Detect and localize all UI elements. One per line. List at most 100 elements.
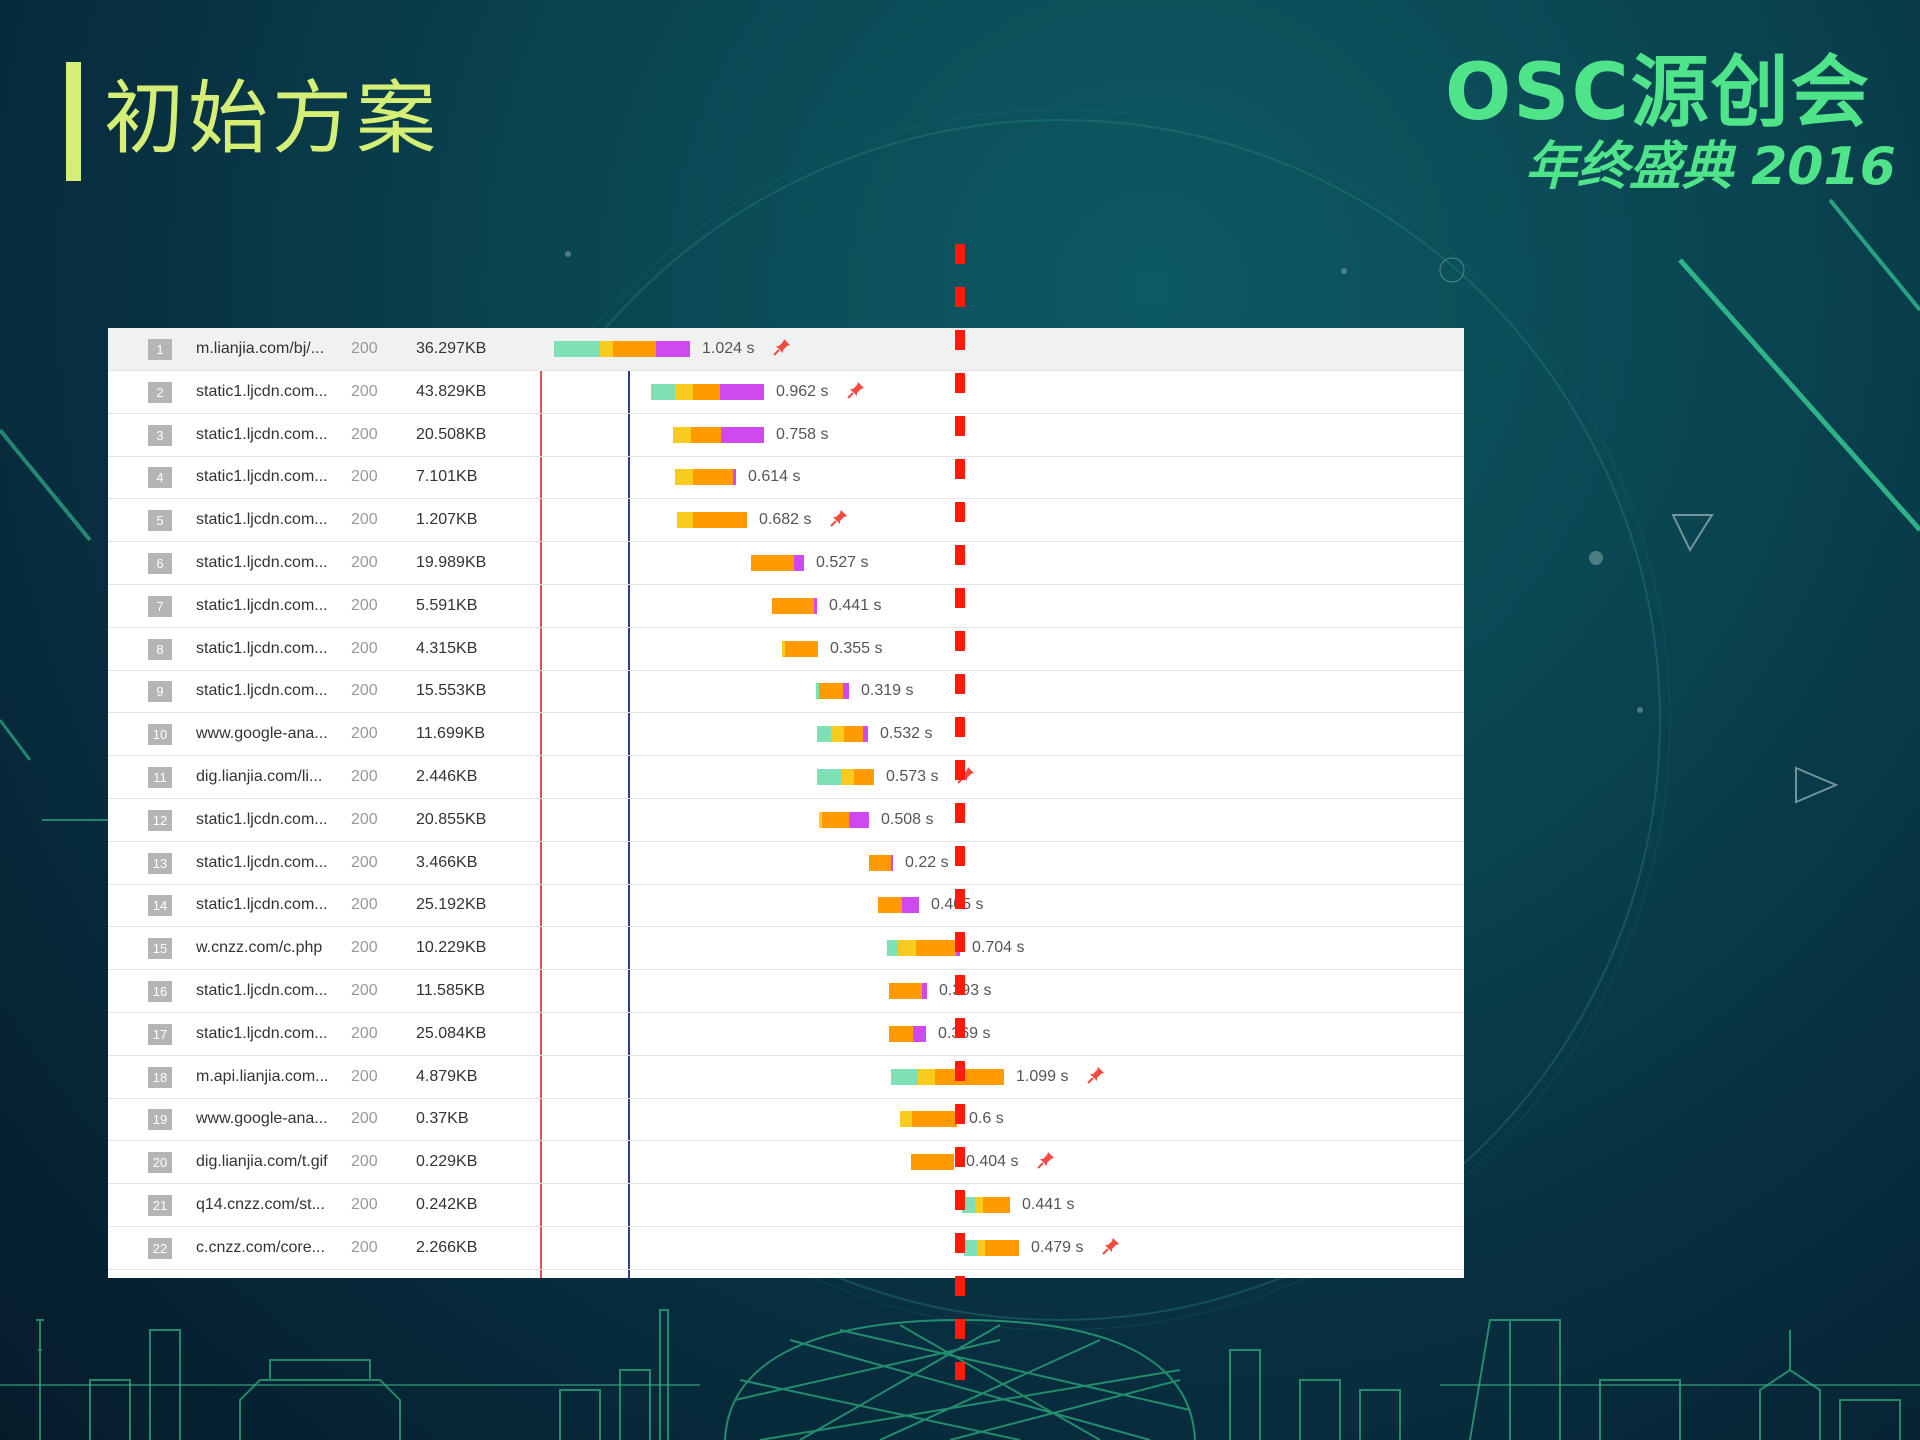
request-row[interactable]: 1 m.lianjia.com/bj/... 200 36.297KB 1.024 s — [108, 328, 1464, 371]
dom-content-loaded-line — [540, 328, 542, 1278]
request-size: 36.297KB — [416, 340, 487, 357]
timing-segment — [613, 341, 656, 357]
request-duration: 0.573 s — [886, 768, 939, 785]
request-duration: 0.508 s — [881, 810, 934, 828]
request-row[interactable]: 10 www.google-ana... 200 11.699KB 0.532 s — [108, 713, 1464, 757]
request-duration: 0.355 s — [830, 639, 883, 657]
request-url: static1.ljcdn.com... — [196, 468, 328, 486]
request-number: 11 — [148, 767, 172, 788]
pin-icon[interactable] — [1035, 1149, 1057, 1171]
timing-segment — [772, 597, 814, 614]
timing-segment — [964, 1239, 977, 1256]
request-number: 16 — [148, 981, 172, 1002]
request-row[interactable]: 13 static1.ljcdn.com... 200 3.466KB 0.22 s — [108, 842, 1464, 885]
request-duration: 0.704 s — [972, 939, 1025, 957]
request-row[interactable]: 14 static1.ljcdn.com... 200 25.192KB 0.405 s — [108, 884, 1464, 928]
request-status: 200 — [351, 939, 378, 957]
request-row[interactable]: 4 static1.ljcdn.com... 200 7.101KB 0.614 s — [108, 456, 1464, 500]
request-status: 200 — [351, 896, 378, 914]
request-size: 10.229KB — [416, 939, 487, 957]
request-row[interactable]: 18 m.api.lianjia.com... 200 4.879KB 1.099 s — [108, 1056, 1464, 1099]
request-row[interactable]: 15 w.cnzz.com/c.php 200 10.229KB 0.704 s — [108, 927, 1464, 971]
timing-segment — [814, 597, 817, 614]
request-duration: 0.479 s — [1031, 1238, 1084, 1256]
request-url: static1.ljcdn.com... — [196, 511, 328, 529]
request-row[interactable]: 11 dig.lianjia.com/li... 200 2.446KB 0.573 s — [108, 756, 1464, 799]
request-duration: 0.22 s — [905, 853, 949, 871]
request-size: 4.879KB — [416, 1067, 478, 1085]
pin-icon[interactable] — [1085, 1064, 1107, 1086]
pin-icon[interactable] — [771, 336, 793, 358]
request-row[interactable]: 2 static1.ljcdn.com... 200 43.829KB 0.962 s — [108, 371, 1464, 414]
osc-logo: OSC源创会 年终盛典 2016 — [1445, 48, 1896, 208]
request-row[interactable]: 3 static1.ljcdn.com... 200 20.508KB 0.758 s — [108, 414, 1464, 457]
pin-icon[interactable] — [828, 507, 850, 529]
timing-bar — [889, 1025, 926, 1042]
timing-bar — [887, 940, 960, 957]
request-size: 43.829KB — [416, 382, 487, 400]
request-size: 1.207KB — [416, 511, 478, 529]
request-url: static1.ljcdn.com... — [196, 896, 328, 914]
timing-segment — [733, 469, 736, 486]
timing-segment — [677, 512, 693, 529]
timing-bar — [962, 1197, 1010, 1213]
request-row[interactable]: 7 static1.ljcdn.com... 200 5.591KB 0.441 s — [108, 585, 1464, 628]
request-status: 200 — [351, 1067, 378, 1085]
timing-segment — [912, 1111, 957, 1128]
request-url: static1.ljcdn.com... — [196, 982, 328, 999]
timing-segment — [693, 469, 733, 486]
request-number: 17 — [148, 1023, 172, 1045]
timing-segment — [863, 726, 868, 743]
timing-segment — [785, 640, 818, 657]
request-size: 2.446KB — [416, 768, 478, 785]
request-duration: 0.393 s — [939, 982, 992, 999]
timing-bar — [891, 1068, 1004, 1085]
request-url: q14.cnzz.com/st... — [196, 1196, 325, 1213]
request-row[interactable]: 5 static1.ljcdn.com... 200 1.207KB 0.682 s — [108, 499, 1464, 543]
request-url: static1.ljcdn.com... — [196, 596, 328, 614]
request-row[interactable]: 6 static1.ljcdn.com... 200 19.989KB 0.527 s — [108, 542, 1464, 585]
timing-segment — [691, 426, 721, 443]
request-row[interactable]: 19 www.google-ana... 200 0.37KB 0.6 s — [108, 1098, 1464, 1142]
timing-segment — [673, 426, 691, 443]
timing-bar — [816, 683, 849, 700]
request-row[interactable]: 21 q14.cnzz.com/st... 200 0.242KB 0.441 s — [108, 1184, 1464, 1227]
request-row[interactable]: 9 static1.ljcdn.com... 200 15.553KB 0.319 s — [108, 670, 1464, 714]
request-duration: 0.758 s — [776, 425, 829, 443]
request-row[interactable]: 22 c.cnzz.com/core... 200 2.266KB 0.479 s — [108, 1227, 1464, 1270]
timing-segment — [822, 811, 849, 828]
request-row[interactable]: 12 static1.ljcdn.com... 200 20.855KB 0.508 s — [108, 799, 1464, 842]
timing-bar — [751, 555, 804, 571]
timing-segment — [889, 983, 922, 999]
timing-segment — [831, 726, 844, 743]
request-number: 21 — [148, 1195, 172, 1216]
request-status: 200 — [351, 340, 378, 357]
timing-segment — [854, 769, 874, 785]
request-row[interactable]: 8 static1.ljcdn.com... 200 4.315KB 0.355 s — [108, 628, 1464, 671]
page-title: 初始方案 — [104, 72, 440, 165]
request-row[interactable]: 20 dig.lianjia.com/t.gif 200 0.229KB 0.404 s — [108, 1141, 1464, 1185]
request-size: 0.242KB — [416, 1196, 478, 1213]
timing-segment — [843, 683, 849, 700]
request-number: 8 — [148, 638, 172, 660]
timing-segment — [918, 1068, 935, 1085]
request-url: c.cnzz.com/core... — [196, 1238, 325, 1256]
timing-segment — [751, 555, 794, 571]
pin-icon[interactable] — [845, 379, 867, 401]
pin-icon[interactable] — [1100, 1235, 1122, 1257]
timing-segment — [913, 1025, 926, 1042]
timing-segment — [916, 940, 956, 957]
timing-segment — [975, 1197, 983, 1213]
request-row[interactable]: 16 static1.ljcdn.com... 200 11.585KB 0.393 s — [108, 970, 1464, 1013]
request-number: 12 — [148, 809, 172, 831]
request-status: 200 — [351, 1153, 378, 1171]
request-status: 200 — [351, 1024, 378, 1042]
request-number: 5 — [148, 510, 172, 532]
request-size: 11.585KB — [416, 982, 486, 999]
request-size: 11.699KB — [416, 725, 486, 743]
timing-segment — [816, 683, 819, 700]
timing-segment — [554, 341, 600, 357]
request-number: 10 — [148, 724, 172, 746]
